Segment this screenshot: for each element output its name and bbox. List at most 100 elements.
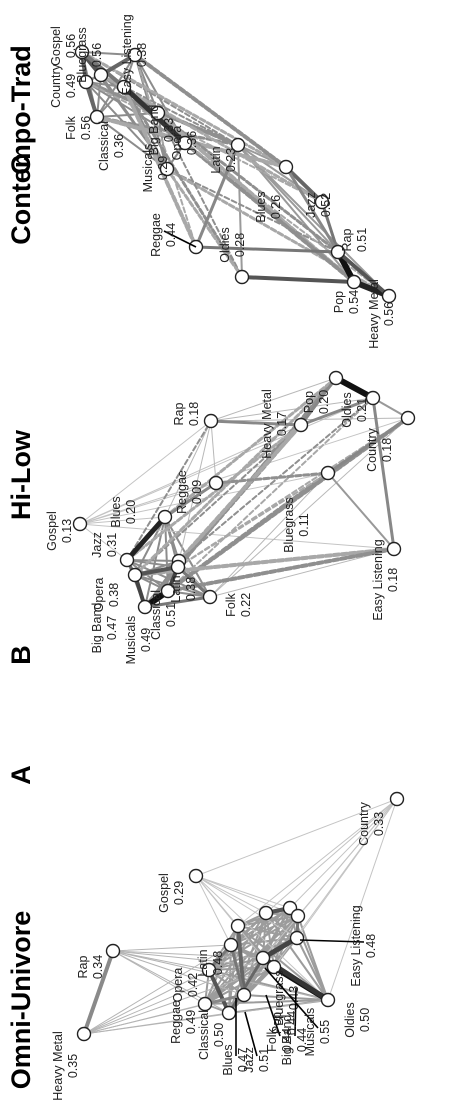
panel-c-dashed-edge	[122, 85, 244, 279]
node-genre-value: 0.11	[297, 513, 311, 536]
node-genre-value: 0.48	[364, 934, 378, 958]
node-genre-name: Reggae	[149, 213, 163, 257]
panel-a-node-latin	[223, 937, 239, 953]
panel-a-edge	[289, 798, 398, 909]
panel-c-label-easy-listening: Easy Listening0.38	[120, 14, 149, 95]
panel-b-dashed-edge	[214, 471, 330, 485]
panel-c-label-latin: Latin0.23	[209, 146, 238, 173]
panel-c-dashed-edge	[133, 53, 288, 169]
panel-a-label-leader	[244, 1011, 258, 1057]
panel-b-letter: B	[6, 645, 36, 665]
network-labels: Heavy Metal0.35Rap0.34Gospel0.29Country0…	[45, 14, 400, 1100]
panel-c-node-oldies	[234, 269, 250, 285]
panel-a-edge	[265, 912, 275, 968]
panel-c-label-opera: Opera0.36	[170, 126, 199, 161]
panel-c-dashed-edge	[166, 168, 339, 253]
panel-c-strong-edge	[336, 250, 391, 298]
node-genre-name: Latin	[169, 575, 183, 602]
node-genre-name: Latin	[196, 949, 210, 976]
panel-b-label-heavy-metal: Heavy Metal0.17	[260, 389, 289, 458]
panel-b-edge	[126, 559, 180, 562]
panel-c-label-jazz: Jazz0.52	[304, 192, 333, 218]
panel-a-node-classical	[221, 1005, 237, 1021]
node-genre-value: 0.18	[380, 438, 394, 462]
node-genre-name: Gospel	[49, 26, 63, 66]
panel-c-node-bluegrass	[93, 67, 109, 83]
panel-c-dashed-edge	[81, 51, 239, 146]
panel-b-node-rap	[203, 413, 219, 429]
panel-b-dashed-edge	[143, 471, 330, 609]
node-genre-name: Classical	[149, 590, 163, 640]
panel-a-label-leader	[265, 994, 281, 1037]
node-genre-value: 0.36	[112, 134, 126, 158]
node-genre-name: Folk	[64, 115, 78, 139]
panel-c-node-gospel	[74, 44, 90, 60]
panel-a-label-leader	[294, 987, 297, 1037]
panel-b-label-classical: Classical0.51	[149, 590, 178, 640]
node-genre-name: Reggae	[175, 470, 189, 514]
node-genre-value: 0.29	[172, 881, 186, 905]
panel-a-node-blues	[230, 918, 246, 934]
node-genre-value: 0.35	[66, 1054, 80, 1078]
panel-b-edge	[79, 424, 302, 525]
panel-c-node-jazz	[314, 194, 330, 210]
node-genre-name: Bluegrass	[75, 27, 89, 83]
panel-b-label-musicals: Musicals0.49	[124, 616, 153, 665]
panel-b-label-latin: Latin0.38	[169, 575, 198, 602]
panel-a-edge	[112, 944, 232, 952]
panel-b-label-easy-listening: Easy Listening0.18	[371, 539, 400, 620]
node-genre-value: 0.21	[355, 398, 369, 422]
panel-a-node-musicals	[255, 950, 271, 966]
panel-c-node-heavy-metal	[381, 288, 397, 304]
panel-c-node-musicals	[159, 161, 175, 177]
panel-b-edge	[126, 559, 179, 568]
panel-b-dashed-edge	[126, 420, 212, 561]
panel-b-dashed-edge	[177, 423, 303, 563]
node-genre-value: 0.36	[185, 131, 199, 155]
panel-b-node-bluegrass	[320, 465, 336, 481]
panel-b-label-country: Country0.18	[365, 427, 394, 472]
panel-a-edge	[327, 798, 398, 1001]
node-genre-value: 0.51	[257, 1048, 271, 1072]
node-genre-name: Heavy Metal	[260, 389, 274, 458]
panel-b-dashed-edge	[178, 397, 374, 562]
node-genre-value: 0.42	[186, 973, 200, 997]
node-genre-name: Pop	[302, 391, 316, 413]
node-genre-value: 0.44	[164, 223, 178, 247]
node-genre-name: Country	[365, 427, 379, 472]
panel-b-strong-edge	[326, 416, 410, 475]
panel-a-edge	[112, 950, 206, 1005]
panel-c-label-oldies: Oldies0.28	[218, 227, 247, 262]
panel-b-strong-edge	[163, 481, 218, 519]
node-genre-value: 0.38	[135, 43, 149, 67]
panel-b-label-reggae: Reggae0.09	[175, 470, 204, 514]
node-genre-name: Bluegrass	[282, 497, 296, 553]
panel-b-edge	[134, 516, 166, 576]
panel-a-edge	[296, 937, 329, 1001]
node-genre-name: Big Band	[90, 603, 104, 654]
node-genre-name: Folk	[224, 592, 238, 616]
panel-a-label-latin: Latin0.48	[196, 949, 225, 976]
node-genre-value: 0.49	[139, 628, 153, 652]
node-genre-name: Jazz	[242, 1047, 256, 1073]
node-genre-value: 0.38	[107, 583, 121, 607]
panel-c-node-blues	[278, 159, 294, 175]
node-genre-name: Easy Listening	[120, 14, 134, 95]
panel-a-edge	[195, 875, 264, 959]
panel-a-label-rap: Rap0.34	[76, 955, 105, 979]
panel-a-label-classical: Classical0.50	[197, 1010, 226, 1060]
node-genre-value: 0.20	[124, 500, 138, 524]
node-genre-value: 0.34	[91, 955, 105, 979]
panel-b-dashed-edge	[125, 423, 303, 562]
panel-a-edge	[265, 912, 329, 1001]
panel-a-node-easy-listening	[289, 930, 305, 946]
node-genre-name: Easy Listening	[349, 905, 363, 986]
panel-b-label-rap: Rap0.18	[172, 402, 201, 426]
panel-b-edge	[209, 417, 409, 598]
node-genre-name: Jazz	[90, 532, 104, 558]
panel-b-edge	[79, 523, 395, 550]
panel-a-edge	[262, 907, 291, 959]
panel-c-strong-edge	[320, 200, 340, 254]
panel-a-node-reggae	[197, 996, 213, 1012]
